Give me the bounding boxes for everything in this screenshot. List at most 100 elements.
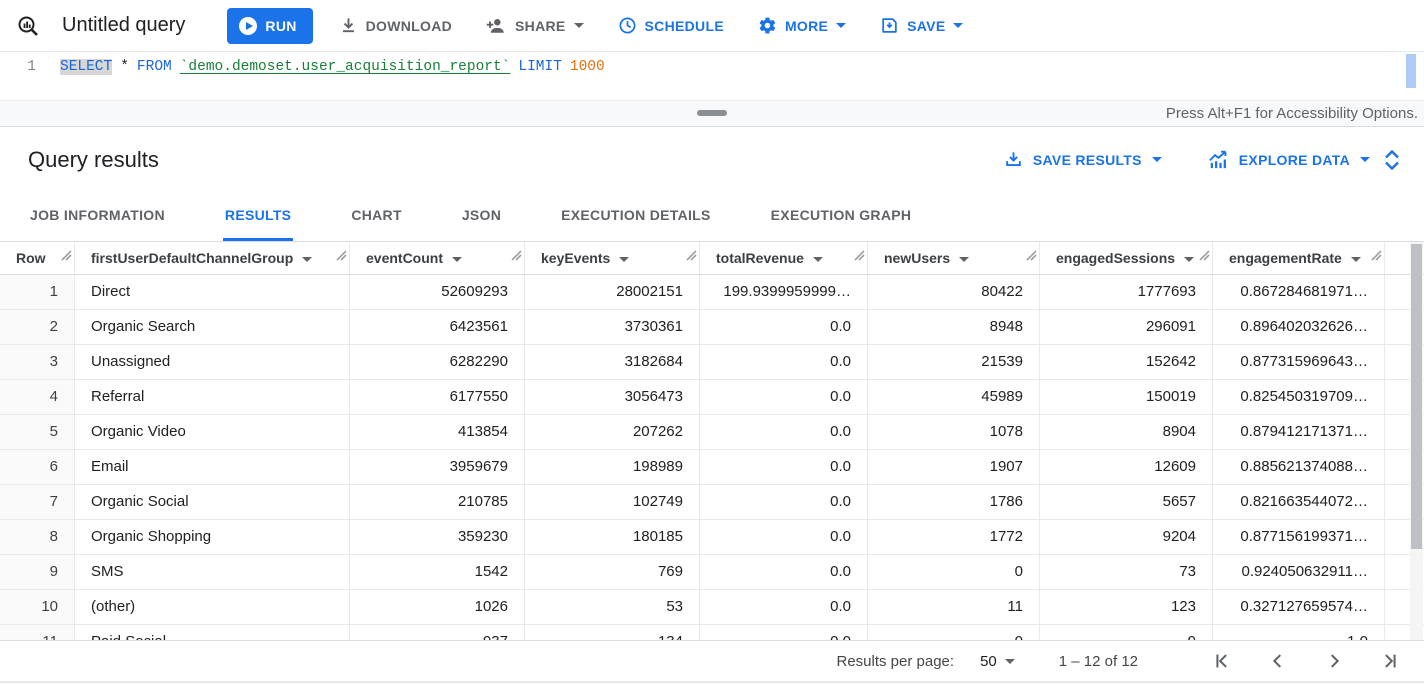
cell-keyEvents: 3056473 <box>525 380 700 415</box>
expand-collapse-icon[interactable] <box>1384 149 1400 170</box>
column-resize-handle[interactable] <box>336 242 347 272</box>
cell-engagementRate: 0.924050632911… <box>1213 555 1385 590</box>
column-menu-icon[interactable] <box>1350 256 1361 262</box>
run-button[interactable]: RUN <box>227 7 313 44</box>
tab-chart[interactable]: CHART <box>351 207 402 223</box>
page-size-select[interactable]: 50 <box>980 653 1015 670</box>
code-line[interactable]: 1 SELECT * FROM `demo.demoset.user_acqui… <box>0 52 1424 76</box>
cell-totalRevenue: 0.0 <box>700 415 868 450</box>
cell-newUsers: 45989 <box>868 380 1040 415</box>
table-body: 1 Direct 52609293 28002151 199.939995999… <box>0 275 1424 640</box>
cell-engagedSessions: 123 <box>1040 590 1213 625</box>
next-page-button[interactable] <box>1322 649 1346 673</box>
cell-totalRevenue: 0.0 <box>700 450 868 485</box>
column-resize-handle[interactable] <box>854 242 865 272</box>
column-resize-handle[interactable] <box>686 242 697 272</box>
column-header-engagementRate[interactable]: engagementRate <box>1213 242 1385 275</box>
column-header-engagedSessions[interactable]: engagedSessions <box>1040 242 1213 275</box>
sql-editor[interactable]: 1 SELECT * FROM `demo.demoset.user_acqui… <box>0 52 1424 127</box>
page-size-dropdown-icon <box>1004 658 1015 664</box>
table-row: 4 Referral 6177550 3056473 0.0 45989 150… <box>0 380 1424 415</box>
tab-results[interactable]: RESULTS <box>222 192 294 241</box>
explore-data-button[interactable]: EXPLORE DATA <box>1208 150 1370 169</box>
share-button[interactable]: SHARE <box>486 16 584 35</box>
cell-firstUserDefaultChannelGroup: Direct <box>75 275 350 310</box>
column-menu-icon[interactable] <box>452 256 462 262</box>
first-page-button[interactable] <box>1210 649 1234 673</box>
play-icon <box>239 16 258 35</box>
cell-totalRevenue: 0.0 <box>700 590 868 625</box>
cell-engagementRate: 0.825450319709… <box>1213 380 1385 415</box>
column-menu-icon[interactable] <box>619 256 630 262</box>
column-resize-handle[interactable] <box>61 242 72 272</box>
editor-scrollbar-thumb[interactable] <box>1406 54 1416 88</box>
cell-newUsers: 1772 <box>868 520 1040 555</box>
cell-eventCount: 3959679 <box>350 450 525 485</box>
column-header-newUsers[interactable]: newUsers <box>868 242 1040 275</box>
share-dropdown-icon <box>573 23 584 28</box>
cell-firstUserDefaultChannelGroup: Referral <box>75 380 350 415</box>
tab-job-information[interactable]: JOB INFORMATION <box>30 207 165 223</box>
column-header-row[interactable]: Row <box>0 242 75 275</box>
column-header-totalRevenue[interactable]: totalRevenue <box>700 242 868 275</box>
tab-json[interactable]: JSON <box>461 207 502 223</box>
save-button[interactable]: SAVE <box>880 16 964 35</box>
table-scrollbar-thumb[interactable] <box>1411 244 1422 549</box>
cell-engagementRate: 0.896402032626… <box>1213 310 1385 345</box>
cell-totalRevenue: 0.0 <box>700 555 868 590</box>
row-number-cell: 3 <box>0 345 75 380</box>
table-row: 6 Email 3959679 198989 0.0 1907 12609 0.… <box>0 450 1424 485</box>
table-row: 3 Unassigned 6282290 3182684 0.0 21539 1… <box>0 345 1424 380</box>
cell-firstUserDefaultChannelGroup: Paid Social <box>75 625 350 640</box>
column-resize-handle[interactable] <box>1199 242 1210 272</box>
cell-newUsers: 8948 <box>868 310 1040 345</box>
column-menu-icon[interactable] <box>302 256 313 262</box>
more-dropdown-icon <box>836 23 847 28</box>
cell-engagedSessions: 296091 <box>1040 310 1213 345</box>
cell-keyEvents: 134 <box>525 625 700 640</box>
column-header-eventCount[interactable]: eventCount <box>350 242 525 275</box>
cell-newUsers: 11 <box>868 590 1040 625</box>
cell-engagementRate: 1.0 <box>1213 625 1385 640</box>
column-menu-icon[interactable] <box>959 256 970 262</box>
results-header: Query results SAVE RESULTS <box>0 127 1424 192</box>
query-title: Untitled query <box>62 14 186 36</box>
previous-page-button[interactable] <box>1266 649 1290 673</box>
last-page-button[interactable] <box>1378 649 1402 673</box>
tab-execution-graph[interactable]: EXECUTION GRAPH <box>770 207 912 223</box>
results-per-page-label: Results per page: <box>836 652 955 670</box>
table-row: 10 (other) 1026 53 0.0 11 123 0.32712765… <box>0 590 1424 625</box>
accessibility-hint: Press Alt+F1 for Accessibility Options. <box>1165 105 1418 122</box>
results-title: Query results <box>28 146 159 172</box>
column-header-firstUserDefaultChannelGroup[interactable]: firstUserDefaultChannelGroup <box>75 242 350 275</box>
cell-eventCount: 6282290 <box>350 345 525 380</box>
cell-keyEvents: 102749 <box>525 485 700 520</box>
cell-newUsers: 0 <box>868 625 1040 640</box>
cell-keyEvents: 769 <box>525 555 700 590</box>
download-button[interactable]: DOWNLOAD <box>339 16 452 35</box>
column-resize-handle[interactable] <box>1026 242 1037 272</box>
cell-newUsers: 80422 <box>868 275 1040 310</box>
save-results-button[interactable]: SAVE RESULTS <box>1004 150 1162 169</box>
column-resize-handle[interactable] <box>1371 242 1382 272</box>
table-row: 2 Organic Search 6423561 3730361 0.0 894… <box>0 310 1424 345</box>
column-header-keyEvents[interactable]: keyEvents <box>525 242 700 275</box>
more-button[interactable]: MORE <box>758 16 847 35</box>
column-resize-handle[interactable] <box>511 242 522 272</box>
row-number-cell: 1 <box>0 275 75 310</box>
table-row: 7 Organic Social 210785 102749 0.0 1786 … <box>0 485 1424 520</box>
cell-firstUserDefaultChannelGroup: Email <box>75 450 350 485</box>
table-row: 11 Paid Social 937 134 0.0 0 9 1.0 <box>0 625 1424 640</box>
explore-chart-icon <box>1208 150 1229 169</box>
row-number-cell: 5 <box>0 415 75 450</box>
cell-firstUserDefaultChannelGroup: SMS <box>75 555 350 590</box>
schedule-button[interactable]: SCHEDULE <box>618 16 724 35</box>
splitter-handle[interactable] <box>697 110 727 116</box>
tab-execution-details[interactable]: EXECUTION DETAILS <box>561 207 711 223</box>
cell-totalRevenue: 0.0 <box>700 345 868 380</box>
column-menu-icon[interactable] <box>812 256 823 262</box>
row-number-cell: 2 <box>0 310 75 345</box>
cell-eventCount: 937 <box>350 625 525 640</box>
column-menu-icon[interactable] <box>1184 256 1195 262</box>
cell-totalRevenue: 0.0 <box>700 625 868 640</box>
